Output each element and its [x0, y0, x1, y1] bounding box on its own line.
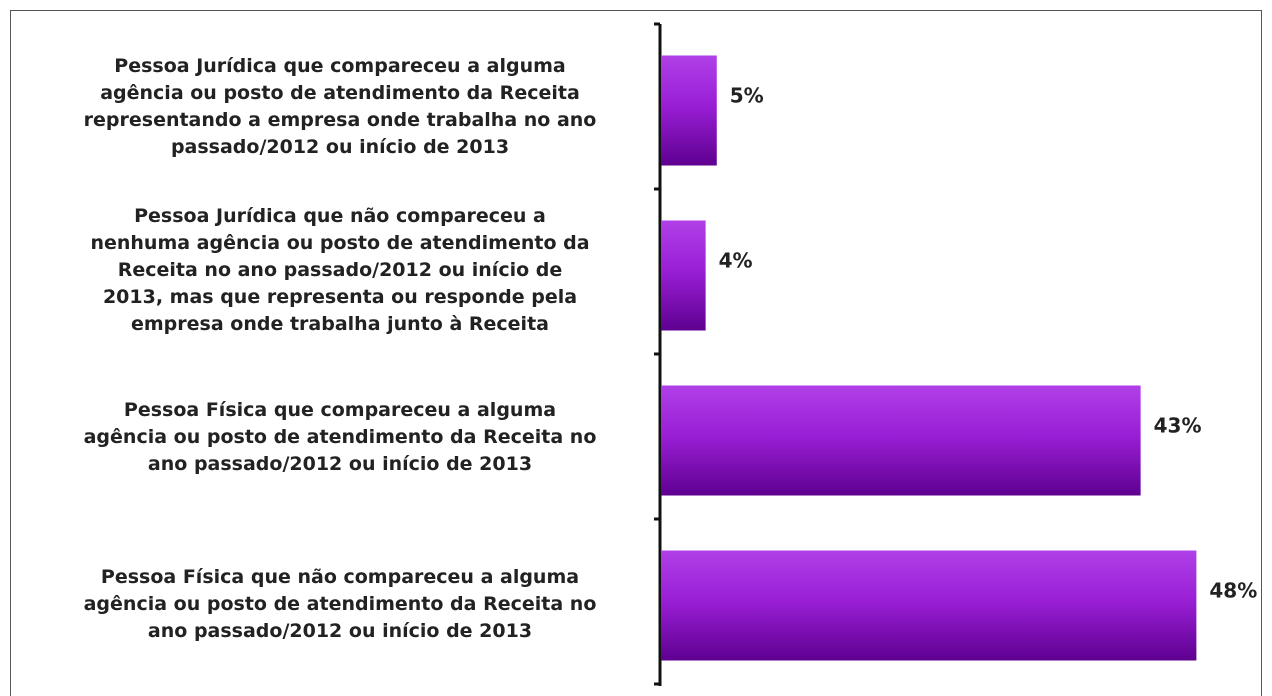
- category-label-4: Pessoa Física que não compareceu a algum…: [83, 566, 597, 642]
- category-label-2: Pessoa Jurídica que não compareceu a nen…: [90, 205, 590, 335]
- category-label-1: Pessoa Jurídica que compareceu a alguma …: [83, 55, 597, 158]
- value-label-3: 43%: [1154, 414, 1202, 438]
- category-label-3: Pessoa Física que compareceu a alguma ag…: [83, 399, 597, 475]
- bar-4: [661, 550, 1197, 661]
- bar-1: [661, 55, 717, 166]
- bar-3: [661, 385, 1141, 496]
- value-label-2: 4%: [719, 249, 753, 273]
- bar-2: [661, 220, 706, 331]
- value-label-1: 5%: [730, 84, 764, 108]
- chart-frame: [10, 10, 1262, 696]
- value-label-4: 48%: [1209, 579, 1257, 603]
